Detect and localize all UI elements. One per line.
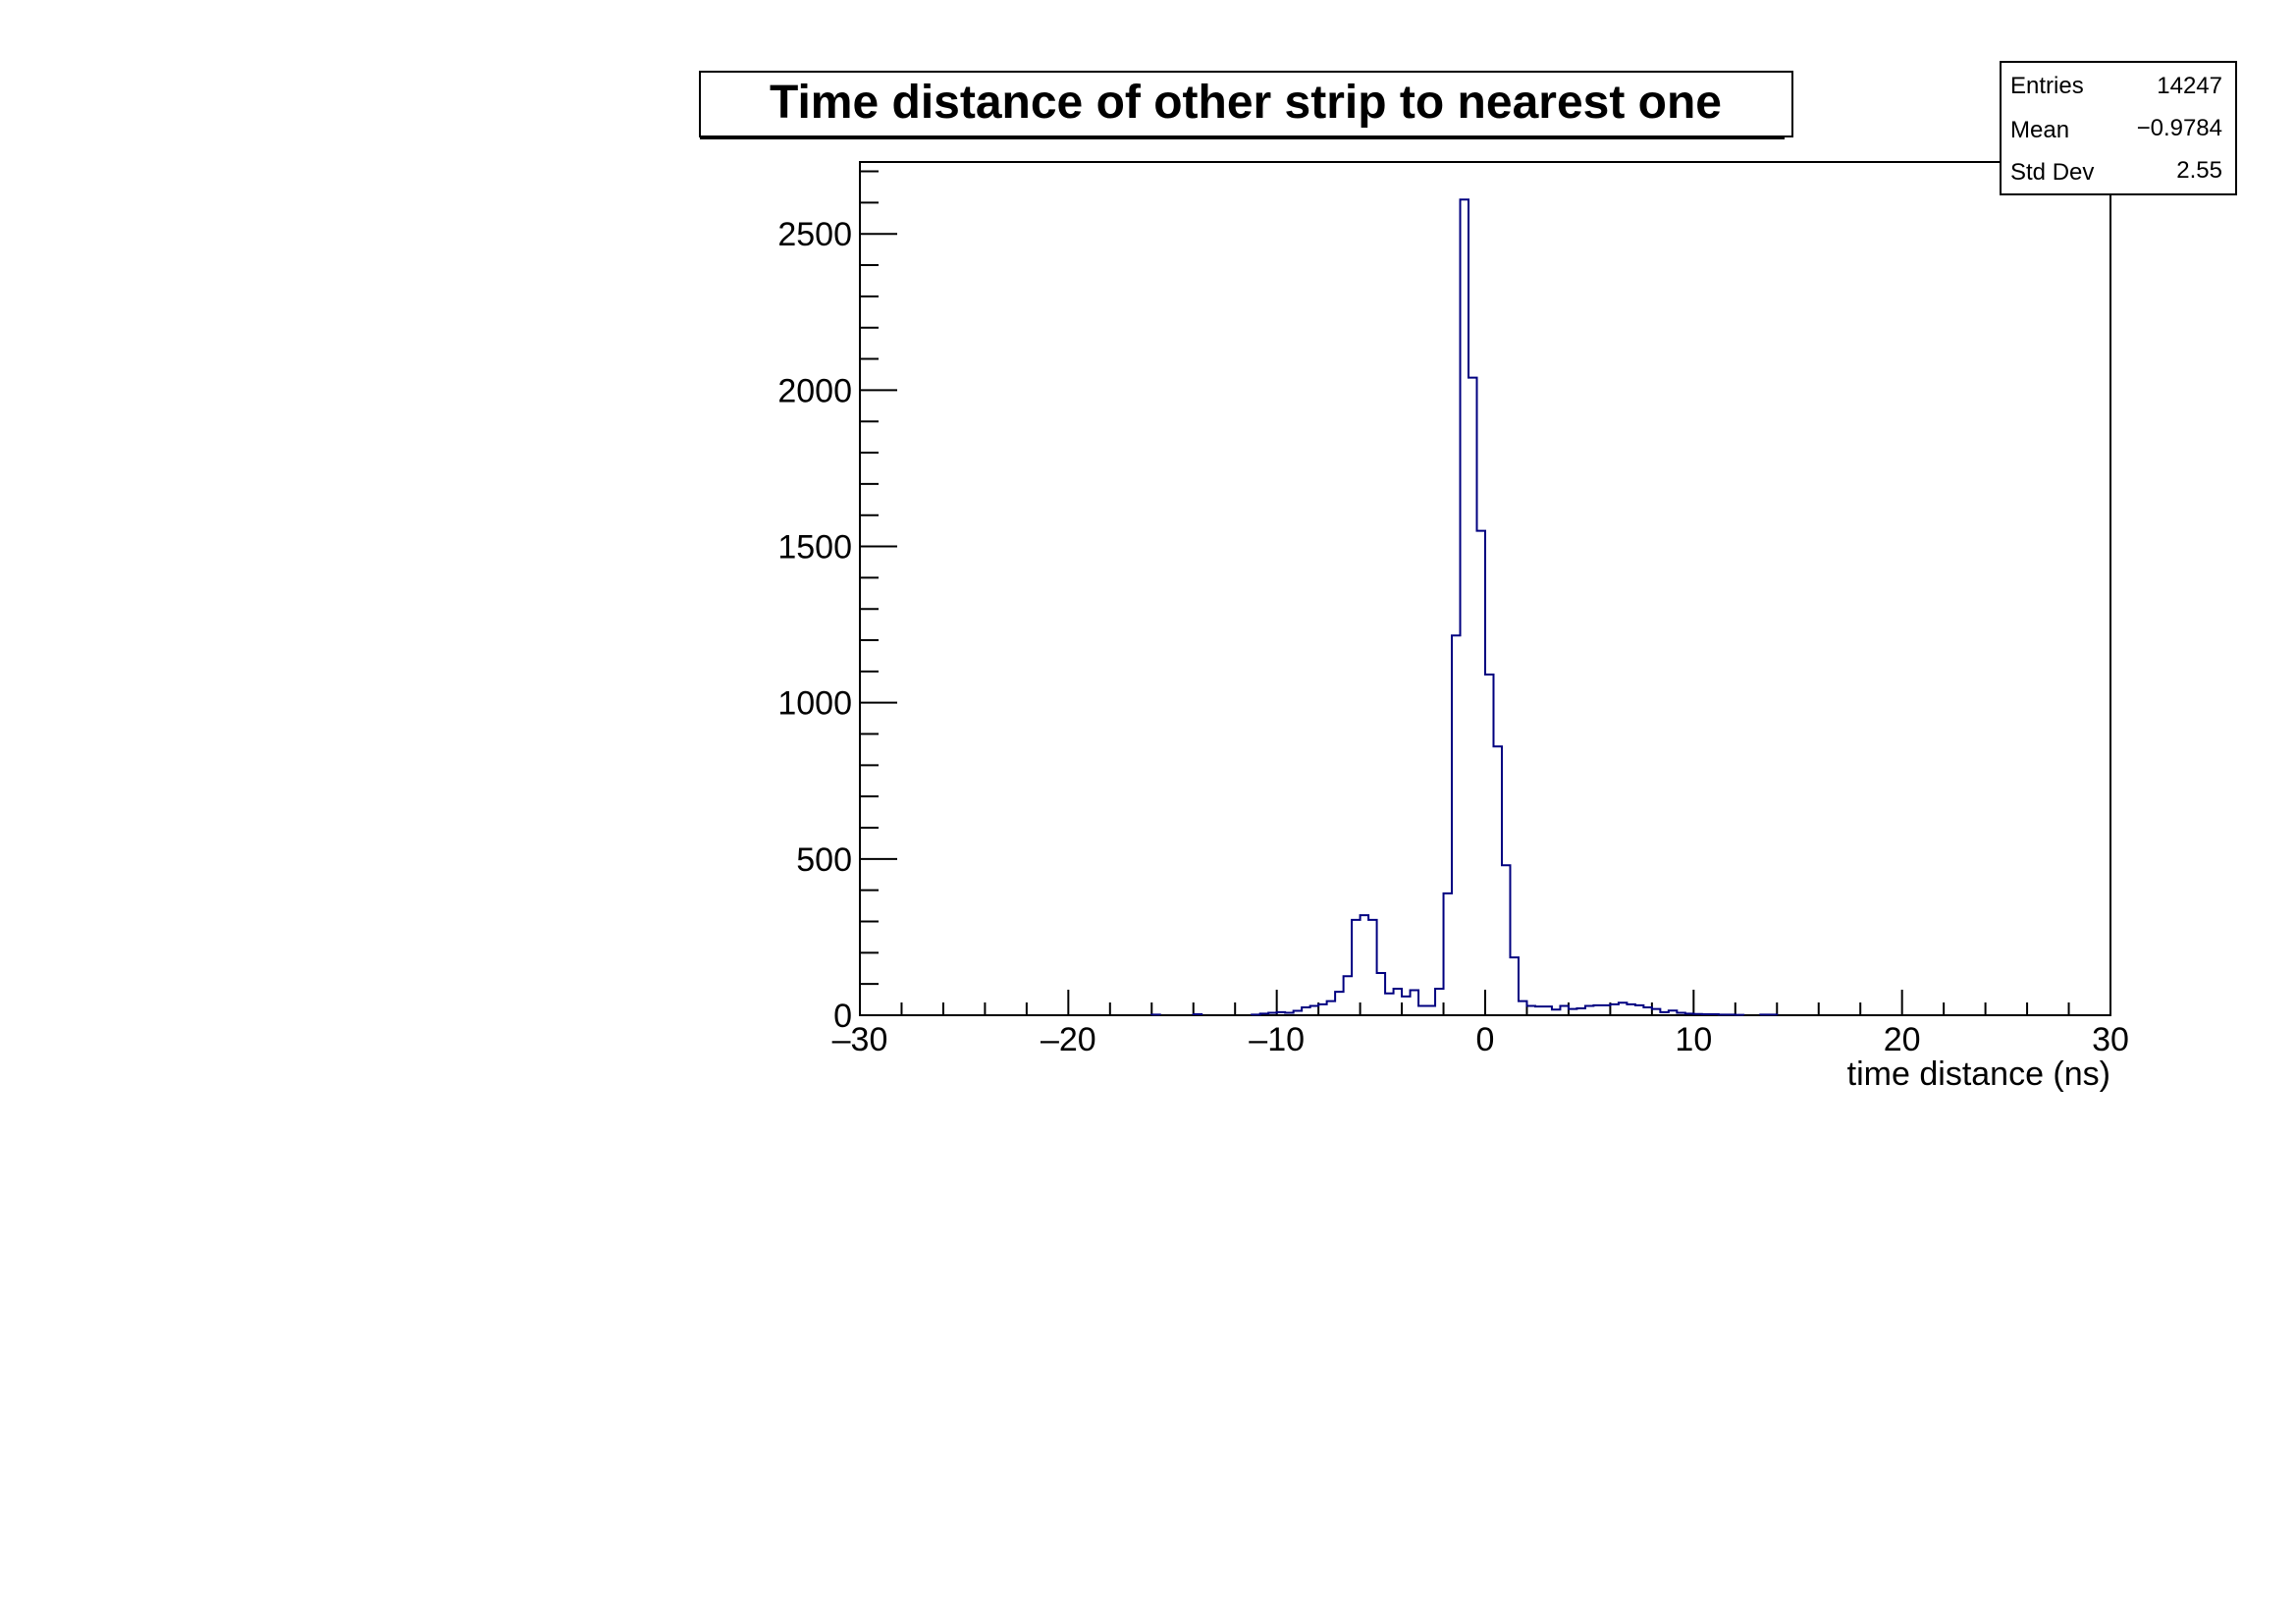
histogram-bin xyxy=(1411,991,1418,1015)
y-tick-label: 1000 xyxy=(777,685,852,723)
histogram-bin xyxy=(1627,1004,1634,1015)
stats-box: Entries 14247 Mean −0.9784 Std Dev 2.55 xyxy=(2000,61,2237,195)
histogram-bin xyxy=(1444,893,1452,1015)
histogram-bin xyxy=(1635,1005,1643,1015)
histogram-bin xyxy=(1477,531,1485,1015)
histogram-bin xyxy=(1485,675,1493,1015)
x-tick-label: –20 xyxy=(1041,1021,1096,1058)
histogram-bin xyxy=(1344,976,1352,1015)
histogram-bin xyxy=(1310,1005,1318,1015)
histogram-bin xyxy=(1585,1005,1593,1015)
histogram-bin xyxy=(1452,635,1460,1015)
x-tick-label: –30 xyxy=(832,1021,888,1058)
y-tick-label: 2500 xyxy=(777,216,852,253)
histogram-bin xyxy=(1418,1005,1426,1015)
histogram-bin xyxy=(1593,1005,1601,1015)
histogram-bin xyxy=(1643,1007,1651,1015)
y-tick-label: 0 xyxy=(833,998,852,1035)
histogram-bin xyxy=(1461,199,1468,1015)
stats-stddev-label: Std Dev xyxy=(2010,159,2094,186)
x-tick-label: –10 xyxy=(1249,1021,1305,1058)
histogram-bin xyxy=(1543,1006,1551,1015)
x-tick-label: 10 xyxy=(1675,1021,1712,1058)
x-tick-label: 20 xyxy=(1884,1021,1921,1058)
histogram-bin xyxy=(1302,1007,1309,1015)
histogram-series xyxy=(1150,198,1779,1016)
histogram-bin xyxy=(1560,1005,1568,1015)
histogram-bin xyxy=(1361,915,1368,1015)
histogram-bin xyxy=(1519,1001,1526,1015)
y-tick-label: 500 xyxy=(796,841,852,879)
histogram-bin xyxy=(1368,920,1376,1015)
histogram-bin xyxy=(1502,865,1510,1015)
histogram-bin xyxy=(1610,1004,1618,1015)
title-box: Time distance of other strip to nearest … xyxy=(699,71,1793,139)
stats-mean-value: −0.9784 xyxy=(2137,115,2222,141)
histogram-bin xyxy=(1385,994,1393,1015)
y-tick-label: 2000 xyxy=(777,372,852,409)
stats-mean-label: Mean xyxy=(2010,117,2069,143)
y-axis: 0 500 1000 1500 2000 2500 xyxy=(777,170,897,1035)
histogram-bin xyxy=(1576,1008,1584,1015)
histogram-bin xyxy=(1352,920,1360,1015)
histogram-bin xyxy=(1427,1005,1435,1015)
histogram-bin xyxy=(1535,1006,1543,1015)
y-tick-label: 1500 xyxy=(777,529,852,567)
histogram-bin xyxy=(1619,1002,1627,1015)
stats-entries-label: Entries xyxy=(2010,73,2084,99)
x-axis-title: time distance (ns) xyxy=(1847,1055,2110,1093)
histogram-bin xyxy=(1377,973,1385,1015)
histogram-bin xyxy=(1510,957,1518,1015)
histogram-bin xyxy=(1402,997,1410,1015)
histogram-line xyxy=(1150,198,1779,1016)
histogram-bin xyxy=(1493,746,1501,1015)
histogram-bin xyxy=(1318,1004,1326,1015)
histogram-bin xyxy=(1526,1005,1534,1015)
histogram-bin xyxy=(1602,1005,1610,1015)
histogram-bin xyxy=(1435,989,1443,1015)
histogram-bin xyxy=(1335,992,1343,1015)
histogram-bin xyxy=(1327,1001,1335,1015)
x-tick-label: 0 xyxy=(1476,1021,1495,1058)
x-tick-label: 30 xyxy=(2092,1021,2129,1058)
x-axis: –30 –20 –10 0 10 20 30 xyxy=(832,990,2129,1058)
histogram-bin xyxy=(1468,378,1476,1015)
stats-entries-value: 14247 xyxy=(2157,73,2222,99)
chart-title: Time distance of other strip to nearest … xyxy=(770,77,1722,129)
histogram-bin xyxy=(1394,989,1402,1015)
stats-stddev-value: 2.55 xyxy=(2176,157,2222,184)
